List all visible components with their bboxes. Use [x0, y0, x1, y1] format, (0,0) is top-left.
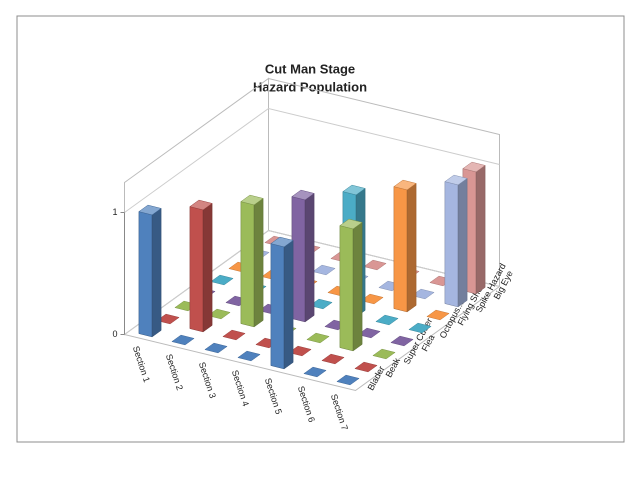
- bar-front: [393, 186, 408, 313]
- bar-top: [363, 259, 387, 271]
- bar-front: [339, 225, 354, 352]
- bar-top: [444, 174, 468, 186]
- bar-top: [426, 309, 450, 321]
- bar: [444, 174, 468, 308]
- bar-top: [372, 348, 396, 360]
- bar-top: [138, 204, 162, 216]
- bar-top: [189, 199, 213, 211]
- bar: [408, 322, 432, 334]
- bar-top: [336, 374, 360, 386]
- bar-front: [189, 206, 204, 333]
- bar-front: [291, 196, 306, 323]
- bar-top: [306, 332, 330, 344]
- bar: [372, 348, 396, 360]
- bar: [426, 309, 450, 321]
- bar: [138, 204, 162, 338]
- bar: [393, 179, 417, 313]
- bar-top: [390, 335, 414, 347]
- bar-top: [156, 313, 180, 325]
- bar: [303, 366, 327, 378]
- bar: [222, 329, 246, 341]
- bar-top: [291, 189, 315, 201]
- bar: [306, 332, 330, 344]
- bar-top: [171, 334, 195, 346]
- y-tick-label: 0: [112, 329, 117, 339]
- bar: [357, 327, 381, 339]
- bar-top: [462, 161, 486, 173]
- bar-top: [342, 184, 366, 196]
- bar-top: [339, 218, 363, 230]
- bar: [171, 334, 195, 346]
- bar: [270, 236, 294, 370]
- bar-side: [475, 164, 486, 295]
- bar: [240, 194, 264, 328]
- bar: [291, 189, 315, 323]
- bar: [237, 350, 261, 362]
- bar: [411, 288, 435, 300]
- y-tick-label: 1: [112, 207, 117, 217]
- bar-side: [304, 192, 315, 323]
- bar-front: [444, 181, 459, 308]
- bar: [189, 199, 213, 333]
- bar-side: [352, 221, 363, 352]
- bar-top: [270, 236, 294, 248]
- chart-subtitle: Hazard Population: [253, 79, 367, 94]
- bar-front: [138, 211, 153, 338]
- bar-top: [210, 274, 234, 286]
- bar-top: [312, 264, 336, 276]
- bar-front: [270, 243, 285, 370]
- bar-top: [408, 322, 432, 334]
- bar-top: [321, 353, 345, 365]
- bar: [309, 298, 333, 310]
- bar: [156, 313, 180, 325]
- bar-top: [204, 342, 228, 354]
- chart-title: Cut Man Stage: [265, 61, 355, 76]
- bar: [390, 335, 414, 347]
- bar: [339, 218, 363, 352]
- bar: [336, 374, 360, 386]
- bar-side: [151, 207, 162, 338]
- bar-top: [411, 288, 435, 300]
- bar-top: [207, 308, 231, 320]
- bar-top: [309, 298, 333, 310]
- bar-top: [288, 345, 312, 357]
- bar: [360, 293, 384, 305]
- grid-line: [124, 229, 500, 335]
- bar: [354, 361, 378, 373]
- bar-top: [357, 327, 381, 339]
- bar-side: [457, 177, 468, 308]
- bar: [375, 314, 399, 326]
- bar-side: [283, 239, 294, 370]
- bar: [210, 274, 234, 286]
- bar-side: [202, 202, 213, 333]
- bar: [288, 345, 312, 357]
- bar-top: [375, 314, 399, 326]
- bar: [363, 259, 387, 271]
- bar-top: [360, 293, 384, 305]
- bar: [207, 308, 231, 320]
- bar-top: [240, 194, 264, 206]
- bar-top: [237, 350, 261, 362]
- bar-top: [222, 329, 246, 341]
- bar-side: [406, 182, 417, 313]
- bar-top: [354, 361, 378, 373]
- bar-top: [393, 179, 417, 191]
- bar: [204, 342, 228, 354]
- bar: [321, 353, 345, 365]
- bar: [462, 161, 486, 295]
- bar: [312, 264, 336, 276]
- grid-line: [124, 107, 500, 213]
- bar-side: [253, 197, 264, 328]
- bar-front: [240, 201, 255, 328]
- bar-top: [303, 366, 327, 378]
